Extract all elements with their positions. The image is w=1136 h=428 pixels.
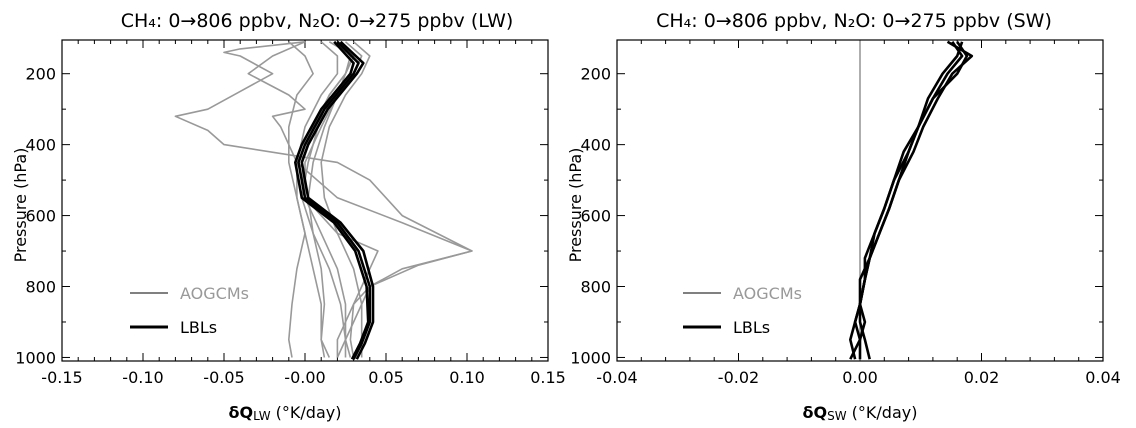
panel-lw-xlabel: δQLW (°K/day) — [229, 403, 342, 423]
legend-aogcm-label: AOGCMs — [733, 284, 802, 303]
y-tick-label: 800 — [25, 278, 56, 297]
panel-sw-legend: AOGCMs LBLs — [683, 284, 802, 337]
x-tick-label: -0.05 — [203, 368, 244, 387]
lbl-series-line — [300, 40, 375, 360]
panel-sw-xlabel: δQSW (°K/day) — [803, 403, 918, 423]
y-tick-label: 1000 — [15, 348, 56, 367]
panel-sw-title: CH₄: 0→806 ppbv, N₂O: 0→275 ppbv (SW) — [656, 10, 1052, 32]
lbl-series-line — [293, 40, 370, 360]
x-tick-label: 0.05 — [368, 368, 404, 387]
x-tick-label: -0.00 — [284, 368, 325, 387]
lbl-series-line — [858, 41, 969, 360]
x-tick-label: -0.02 — [718, 368, 759, 387]
panel-sw: CH₄: 0→806 ppbv, N₂O: 0→275 ppbv (SW) Pr… — [566, 10, 1121, 423]
y-tick-label: 600 — [25, 207, 56, 226]
lbl-series-line — [848, 40, 974, 360]
panel-sw-series — [848, 40, 974, 361]
lbl-series-line — [858, 41, 964, 360]
x-tick-label: 0.15 — [530, 368, 566, 387]
lbl-series-line — [849, 41, 964, 360]
x-tick-label: 0.04 — [1085, 368, 1121, 387]
panel-lw-ticks: -0.15 -0.10 -0.05 -0.00 0.05 0.10 0.15 200 400 60… — [15, 40, 566, 387]
aogcm-series-line — [296, 41, 339, 358]
x-tick-label: 0.10 — [449, 368, 485, 387]
panel-sw-ticks: -0.04 -0.02 0.00 0.02 0.04 200 400 600 800 1000 — [570, 40, 1121, 387]
x-tick-label: 0.00 — [842, 368, 878, 387]
legend-lbl-label: LBLs — [733, 318, 770, 337]
panel-lw: CH₄: 0→806 ppbv, N₂O: 0→275 ppbv (LW) Pr… — [11, 10, 566, 423]
panel-lw-xlabel-sub: LW — [253, 409, 271, 423]
panel-lw-frame — [61, 39, 549, 362]
aogcm-series-line — [287, 41, 314, 358]
aogcm-series-line — [247, 41, 473, 358]
panel-sw-xlabel-main: δQ — [803, 403, 828, 422]
x-tick-label: -0.10 — [122, 368, 163, 387]
y-tick-label: 200 — [580, 65, 611, 84]
y-tick-label: 400 — [580, 136, 611, 155]
panel-sw-xlabel-sub: SW — [827, 409, 847, 423]
panel-sw-frame — [616, 39, 1104, 362]
y-tick-label: 200 — [25, 65, 56, 84]
legend-lbl-label: LBLs — [180, 318, 217, 337]
y-tick-label: 400 — [25, 136, 56, 155]
legend-aogcm-label: AOGCMs — [180, 284, 249, 303]
x-tick-label: -0.04 — [596, 368, 637, 387]
aogcm-series-line — [307, 41, 355, 358]
panel-lw-xlabel-unit: (°K/day) — [271, 403, 342, 422]
y-tick-label: 600 — [580, 207, 611, 226]
panel-lw-title: CH₄: 0→806 ppbv, N₂O: 0→275 ppbv (LW) — [121, 10, 514, 32]
panel-sw-xlabel-unit: (°K/day) — [847, 403, 918, 422]
y-tick-label: 1000 — [570, 348, 611, 367]
panel-lw-ylabel: Pressure (hPa) — [11, 148, 30, 263]
panel-lw-series — [174, 40, 473, 360]
x-tick-label: 0.02 — [964, 368, 1000, 387]
aogcm-series-line — [320, 41, 371, 358]
panel-lw-legend: AOGCMs LBLs — [130, 284, 249, 337]
y-tick-label: 800 — [580, 278, 611, 297]
panel-lw-xlabel-main: δQ — [229, 403, 254, 422]
x-tick-label: -0.15 — [41, 368, 82, 387]
lbl-series-line — [297, 40, 372, 360]
panel-sw-ylabel: Pressure (hPa) — [566, 148, 585, 263]
